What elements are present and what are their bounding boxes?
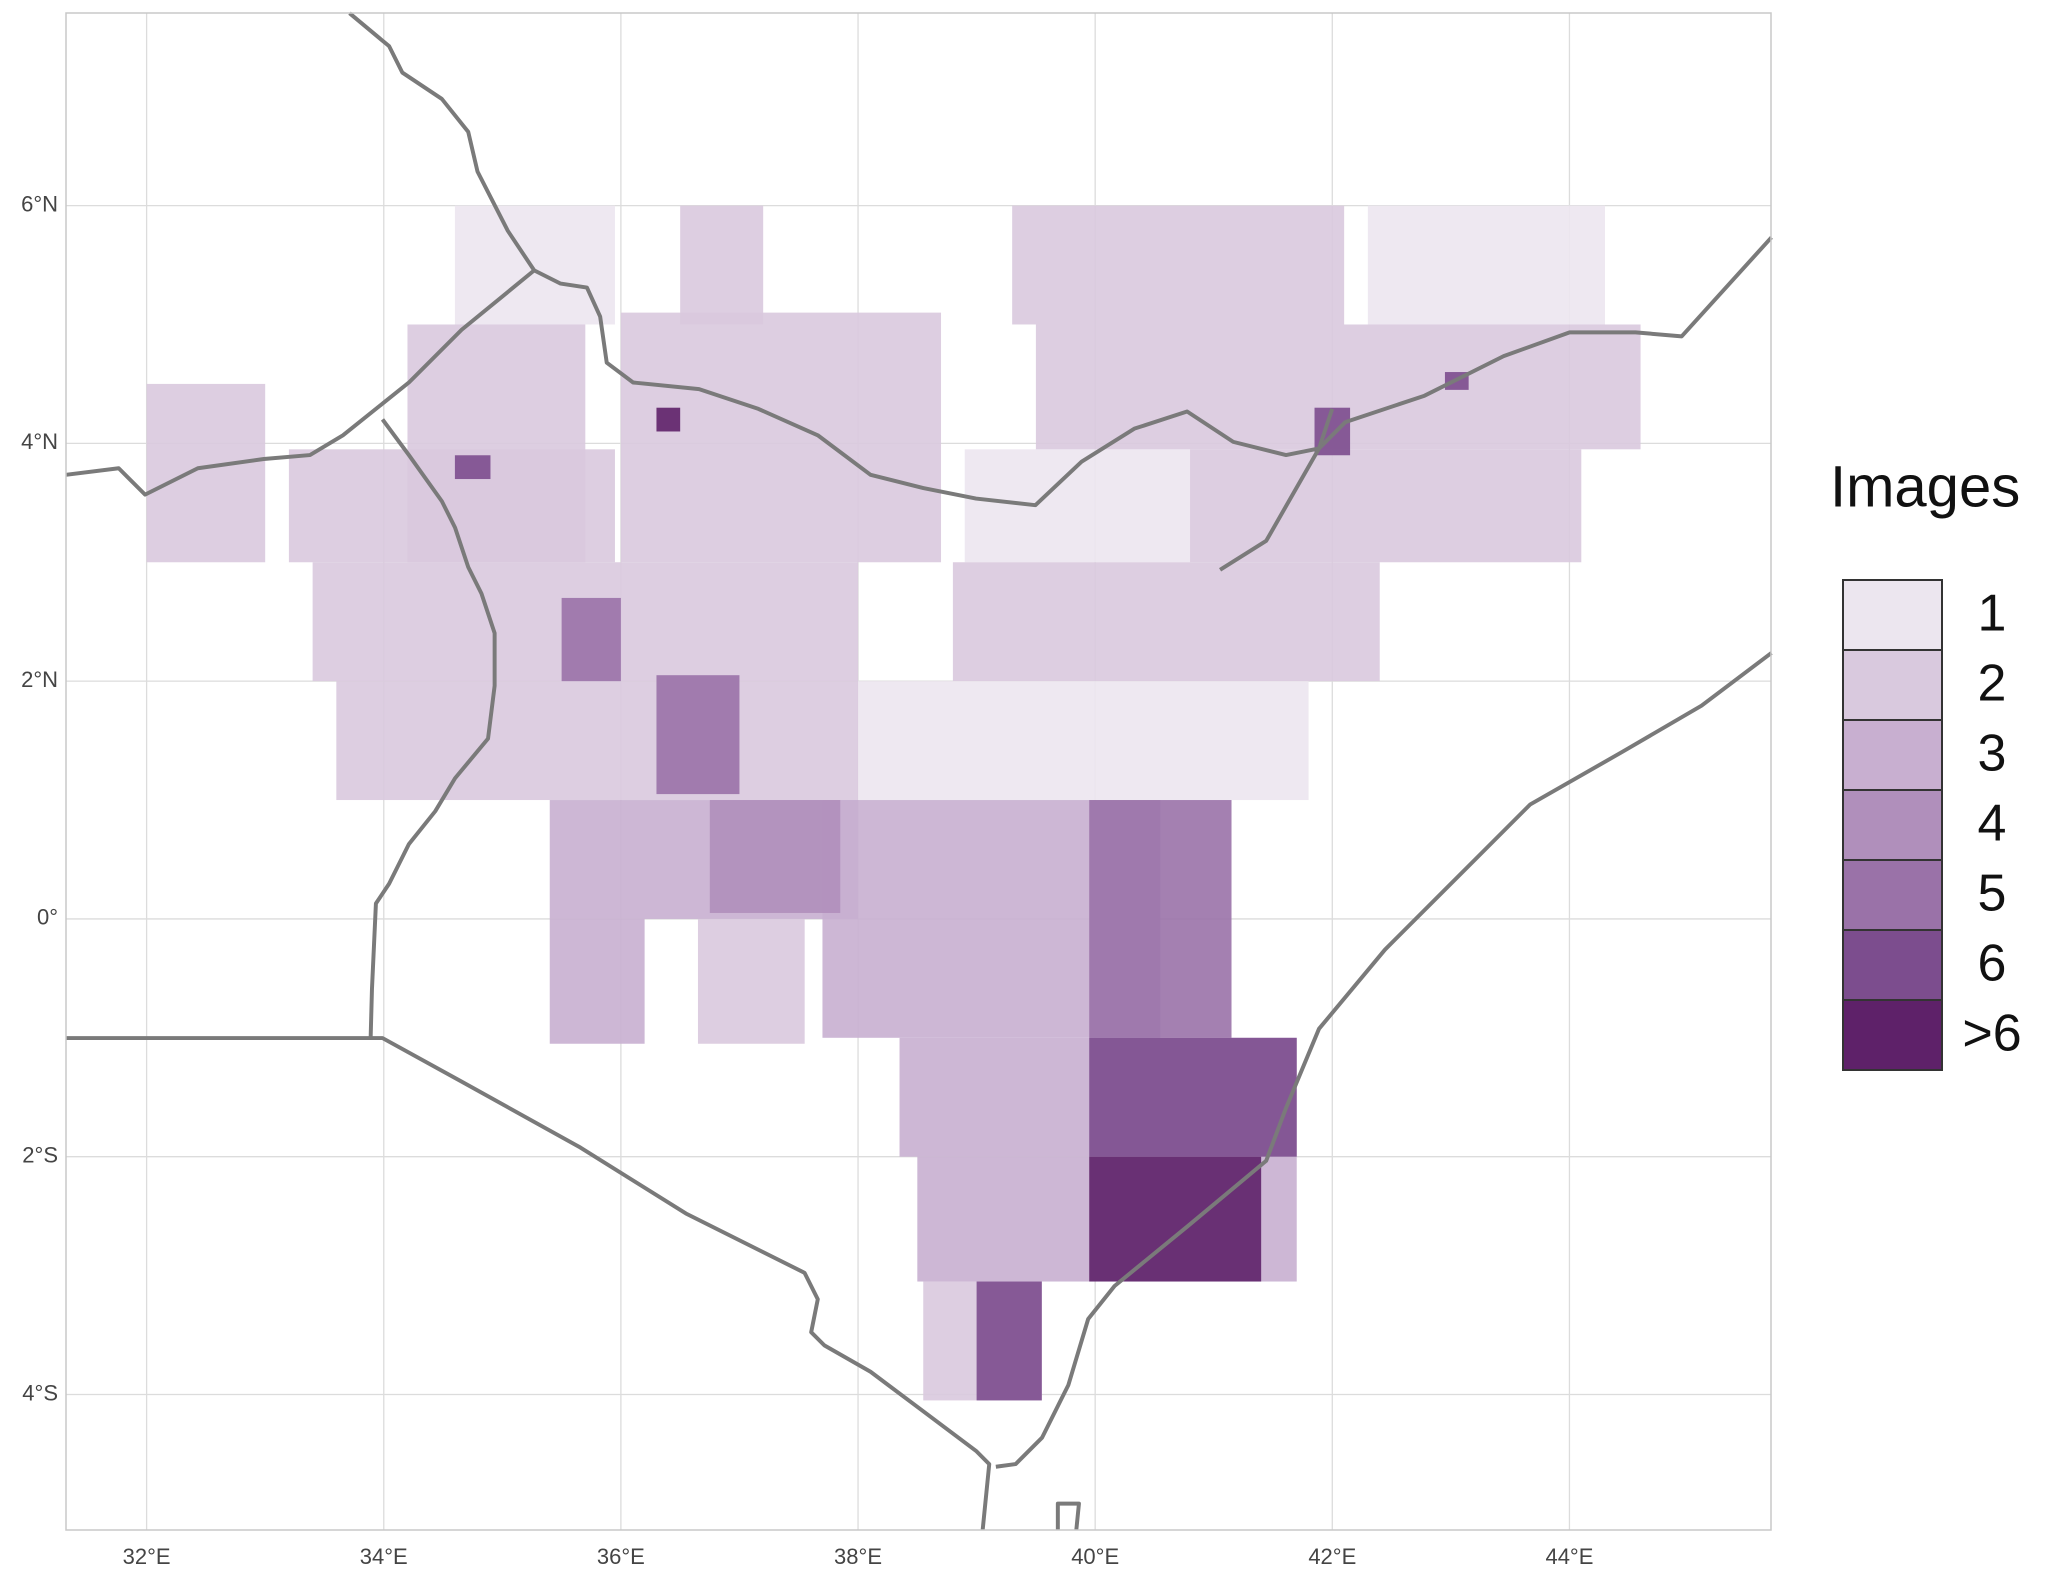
coverage-tile — [336, 681, 859, 801]
border — [1219, 408, 1335, 572]
legend-label: >6 — [1962, 1005, 2021, 1063]
y-tick-label: 4°N — [21, 429, 58, 454]
coverage-tile — [549, 918, 645, 1044]
coverage-tile — [656, 675, 740, 795]
coverage-tile — [656, 407, 681, 432]
coverage-tile — [697, 918, 805, 1044]
coverage-tile — [454, 205, 615, 325]
legend-label: 3 — [1978, 725, 2007, 783]
x-tick-label: 34°E — [360, 1544, 408, 1569]
coverage-tile — [952, 562, 1380, 682]
border — [65, 1036, 992, 1531]
legend-swatch — [1842, 789, 1943, 861]
legend-title: Images — [1830, 454, 2020, 519]
legend-label: 2 — [1978, 655, 2007, 713]
legend: Images 1 2 3 4 5 6 >6 — [1830, 454, 2022, 1071]
x-tick-label: 42°E — [1308, 1544, 1356, 1569]
x-tick-label: 38°E — [834, 1544, 882, 1569]
coverage-tile — [407, 324, 586, 563]
legend-swatch — [1842, 929, 1943, 1001]
y-tick-label: 0° — [37, 905, 58, 930]
coverage-tile — [1190, 449, 1582, 563]
y-tick-label: 2°N — [21, 667, 58, 692]
legend-label: 5 — [1978, 865, 2007, 923]
y-tick-label: 6°N — [21, 191, 58, 216]
coverage-tile — [146, 383, 266, 563]
legend-swatch — [1842, 719, 1943, 791]
coastline — [995, 651, 1773, 1469]
island — [1055, 1501, 1081, 1531]
legend-swatch — [1842, 579, 1943, 651]
legend-swatch — [1842, 859, 1943, 931]
border — [65, 268, 536, 497]
y-tick-label: 4°S — [22, 1380, 58, 1405]
border — [368, 418, 497, 1039]
coverage-tile — [858, 681, 1309, 801]
coverage-tile — [709, 800, 841, 913]
coverage-tile — [1367, 205, 1606, 325]
x-tick-label: 44°E — [1545, 1544, 1593, 1569]
x-tick-label: 40°E — [1071, 1544, 1119, 1569]
legend-swatch — [1842, 649, 1943, 721]
legend-label: 6 — [1978, 935, 2007, 993]
x-tick-label: 32°E — [123, 1544, 171, 1569]
coverage-tile — [620, 312, 942, 563]
axes: 32°E 34°E 36°E 38°E 40°E 42°E 44°E 4°S 2°S 0° 2°N 4… — [21, 191, 1593, 1568]
coverage-tile — [454, 455, 491, 480]
y-tick-label: 2°S — [22, 1143, 58, 1168]
borders — [65, 11, 1773, 1531]
coverage-tile — [561, 597, 621, 682]
coverage-tile — [680, 205, 764, 325]
x-tick-label: 36°E — [597, 1544, 645, 1569]
coverage-tile — [1089, 1156, 1262, 1282]
coverage-tile — [1089, 1037, 1297, 1157]
coverage-tile — [1089, 800, 1232, 1038]
border — [348, 11, 1773, 508]
plot-frame — [65, 12, 1772, 1531]
coverage-tile — [1012, 205, 1345, 325]
legend-label: 4 — [1978, 795, 2007, 853]
legend-label: 1 — [1978, 585, 2007, 643]
coverage-tile — [976, 1281, 1042, 1401]
legend-swatch — [1842, 999, 1943, 1071]
